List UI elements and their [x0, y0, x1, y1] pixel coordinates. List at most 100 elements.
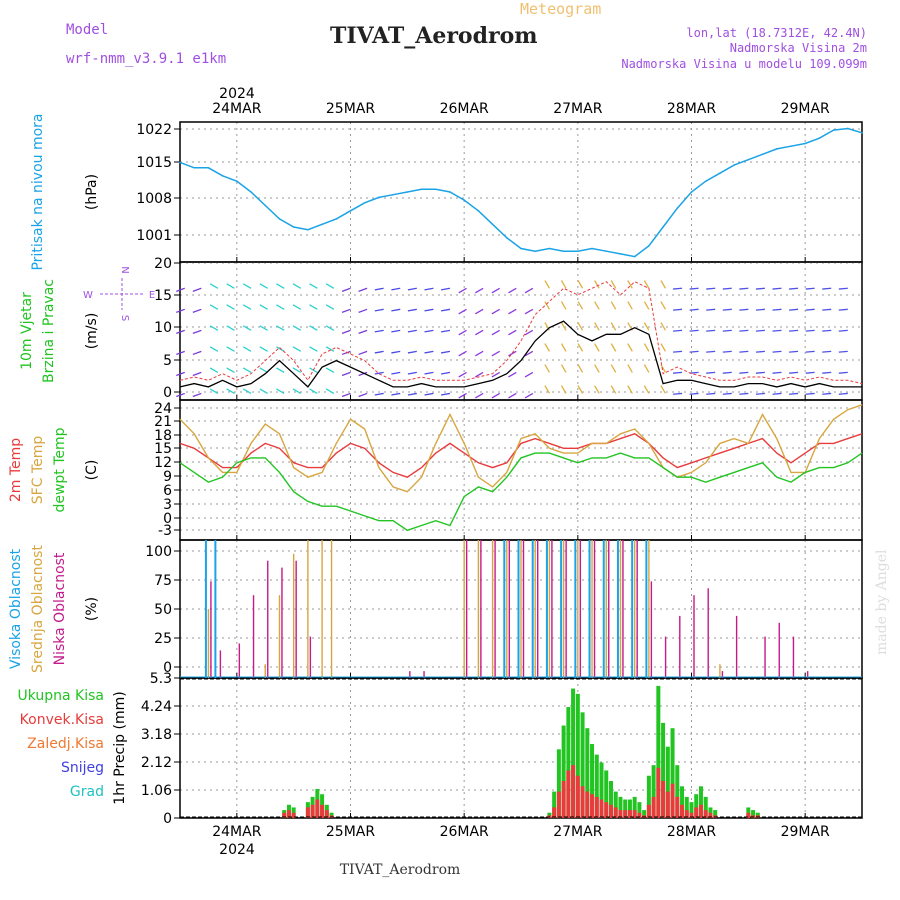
wind-arrow: [722, 308, 732, 311]
precip-bar: [556, 749, 561, 818]
top-day-labels: 24MAR 25MAR 26MAR 27MAR 28MAR 29MAR: [212, 101, 830, 117]
precip-bar: [646, 775, 651, 818]
bottom-day-label: 25MAR: [326, 824, 375, 840]
y-tick-label: 0: [163, 385, 172, 401]
pressure-point: [619, 253, 622, 255]
wind-arrow: [292, 346, 302, 352]
wind-arrow: [722, 287, 732, 290]
wind-arrow: [544, 280, 550, 289]
wind-arrow: [341, 392, 351, 398]
wind-arrow: [491, 308, 501, 315]
wind-arrow: [544, 301, 550, 310]
wind-arrow: [610, 301, 617, 310]
wind-arrow: [259, 367, 268, 373]
wind-arrow: [643, 343, 650, 352]
precip-bar: [585, 728, 590, 818]
precip-bar: [670, 728, 675, 818]
wind-arrow: [407, 371, 417, 375]
wind-arrow: [391, 308, 401, 312]
wind-arrow: [722, 350, 732, 353]
wind-arrow: [458, 350, 467, 357]
pressure-point: [491, 223, 494, 226]
precip-bar: [684, 796, 689, 818]
precip-bar: [608, 781, 613, 818]
wind-arrow: [391, 392, 401, 396]
wind-arrow: [822, 392, 832, 395]
y-tick-label: 18: [154, 428, 172, 444]
y-tick-label: 20: [154, 256, 172, 272]
wind-arrow: [755, 329, 765, 332]
wind-arrow: [192, 287, 202, 292]
wind-arrow: [577, 280, 584, 289]
y-tick-label: 1015: [136, 155, 172, 171]
wind-arrow: [276, 283, 285, 289]
unit-label: 1hr Precip (mm): [112, 691, 128, 804]
wind-arrow: [706, 308, 716, 311]
wind-arrow: [358, 329, 368, 335]
precip-bar: [646, 804, 651, 818]
wind-arrow: [341, 350, 351, 356]
wind-arrow: [560, 322, 567, 331]
pressure-point: [761, 153, 764, 156]
pressure-point: [221, 175, 224, 177]
precip-bar: [642, 810, 647, 818]
pressure-point: [861, 131, 863, 134]
pressure-point: [591, 247, 593, 250]
wind-arrow: [838, 392, 848, 395]
precip-bar: [571, 765, 576, 818]
wind-arrow: [407, 392, 417, 396]
wind-arrow: [309, 325, 318, 331]
wind-arrow: [673, 287, 683, 290]
panel-frame: [179, 121, 863, 263]
y-tick-label: 15: [154, 288, 172, 304]
wind-arrow: [176, 371, 185, 377]
wind-arrow: [458, 392, 467, 399]
pressure-point: [463, 199, 465, 201]
wind-arrow: [660, 280, 667, 289]
precip-bar: [286, 810, 291, 818]
precip-bar: [694, 807, 699, 818]
wind-arrow: [594, 364, 600, 373]
wind-arrow: [610, 343, 617, 352]
y-tick-label: 1008: [136, 191, 172, 207]
compass-w: W: [83, 290, 93, 301]
wind-arrow: [755, 350, 765, 353]
precip-bar: [751, 810, 756, 818]
wind-arrow: [391, 371, 401, 375]
wind-arrow: [491, 392, 501, 399]
wind-arrow: [508, 308, 517, 315]
panel-label: 2m Temp: [8, 438, 24, 502]
wind-arrow: [374, 287, 384, 291]
wind-arrow: [440, 287, 451, 291]
wind-arrow: [440, 371, 451, 375]
wind-arrow: [660, 301, 667, 310]
y-tick-label: 12: [154, 455, 172, 471]
wind-arrow: [424, 350, 434, 354]
wind-arrow: [292, 388, 302, 394]
wind-arrow: [176, 287, 185, 292]
wind-arrow: [458, 287, 467, 294]
wind-arrow: [474, 392, 484, 399]
unit-label: (hPa): [84, 174, 100, 210]
wind-arrow: [276, 367, 285, 373]
wind-arrow: [805, 350, 815, 353]
y-tick-label: 100: [145, 544, 172, 560]
wind-arrow: [755, 308, 765, 311]
wind-arrow: [673, 329, 683, 332]
precip-bar: [580, 786, 585, 818]
wind-arrow: [673, 350, 683, 353]
wind-arrow: [226, 283, 235, 289]
wind-arrow: [309, 388, 318, 394]
wind-arrow: [660, 385, 667, 394]
wind-arrow: [209, 388, 219, 394]
wind-arrow: [739, 308, 749, 311]
panel-label: dewpt Temp: [52, 427, 68, 512]
pressure-point: [420, 188, 423, 191]
pressure-point: [804, 142, 806, 145]
wind-arrow: [772, 392, 782, 395]
wind-arrow: [594, 385, 600, 394]
wind-arrow: [474, 371, 484, 378]
precip-bar: [694, 794, 699, 818]
wind-arrow: [391, 350, 401, 354]
